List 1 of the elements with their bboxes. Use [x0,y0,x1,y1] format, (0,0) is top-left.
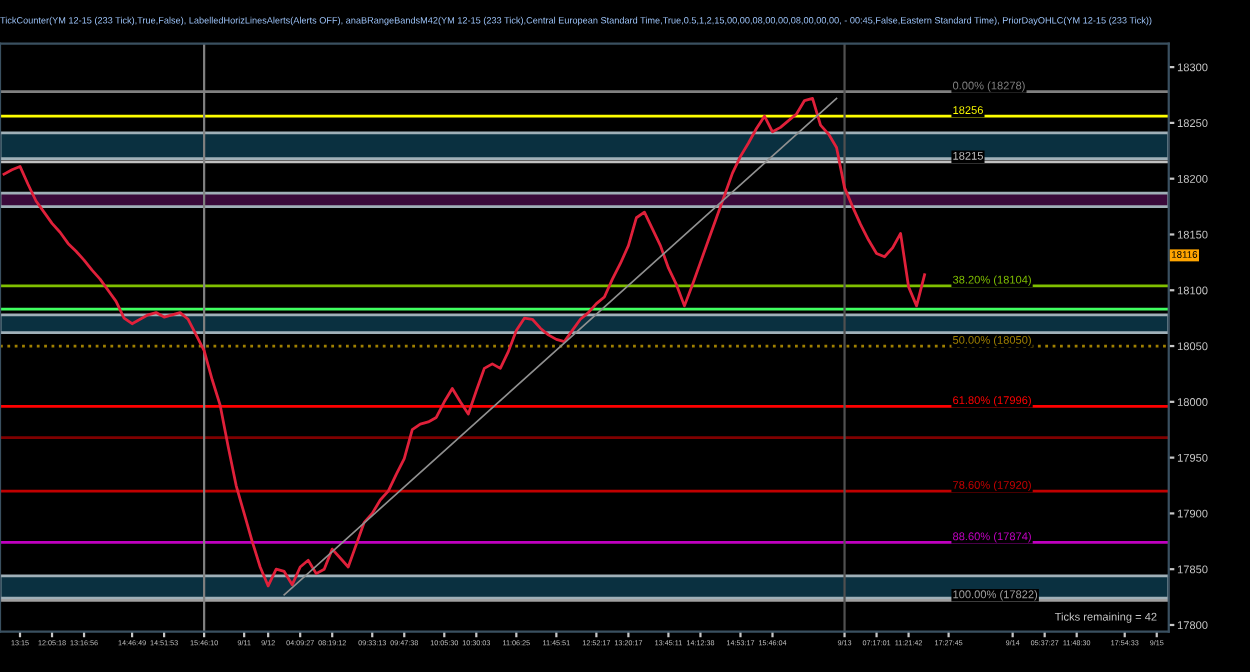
line-series [2,96,926,588]
